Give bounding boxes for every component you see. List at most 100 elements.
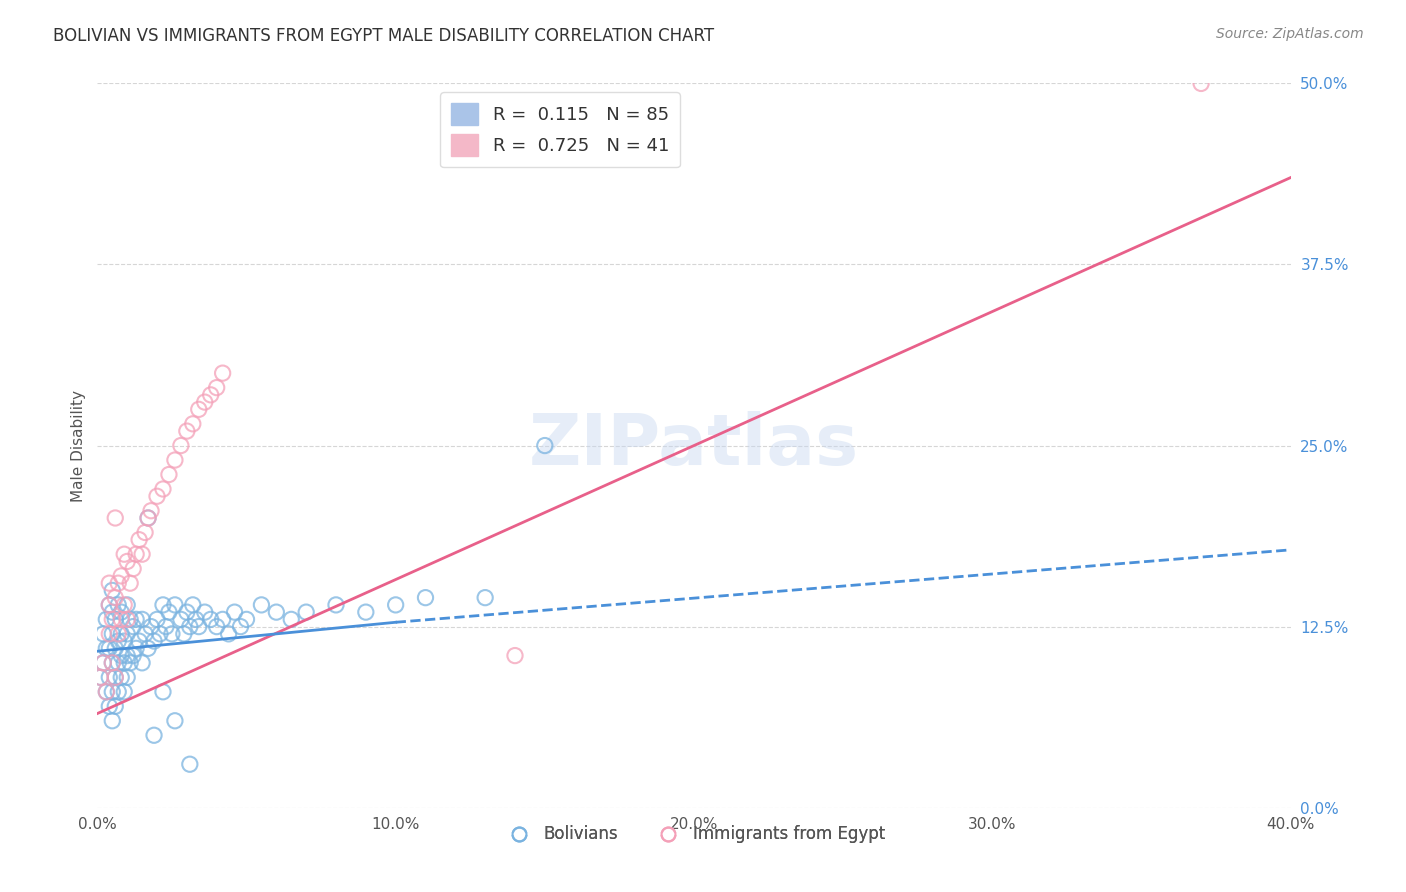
Point: [125, 641, 148, 656]
Point: [415, 591, 437, 605]
Point: [101, 627, 124, 641]
Text: Source: ZipAtlas.com: Source: ZipAtlas.com: [1216, 27, 1364, 41]
Point: [295, 605, 318, 619]
Point: [200, 388, 222, 402]
Point: [89, 670, 111, 684]
Point: [194, 395, 217, 409]
Point: [115, 598, 138, 612]
Point: [120, 576, 142, 591]
Point: [104, 670, 127, 684]
Point: [89, 670, 111, 684]
Point: [101, 714, 124, 728]
Point: [136, 511, 159, 525]
Point: [91, 656, 114, 670]
Point: [211, 612, 233, 626]
Point: [176, 424, 198, 438]
Point: [101, 583, 124, 598]
Point: [122, 619, 145, 633]
Point: [384, 598, 406, 612]
Point: [205, 619, 228, 633]
Point: [187, 402, 209, 417]
Point: [104, 612, 127, 626]
Point: [152, 482, 174, 496]
Point: [115, 648, 138, 663]
Point: [101, 656, 124, 670]
Point: [136, 511, 159, 525]
Point: [110, 605, 132, 619]
Point: [96, 685, 118, 699]
Point: [115, 627, 138, 641]
Point: [122, 648, 145, 663]
Point: [91, 627, 114, 641]
Point: [146, 612, 169, 626]
Point: [96, 612, 118, 626]
Point: [101, 612, 124, 626]
Point: [149, 627, 172, 641]
Point: [179, 757, 201, 772]
Point: [120, 656, 142, 670]
Point: [170, 612, 193, 626]
Point: [163, 714, 186, 728]
Point: [160, 627, 183, 641]
Point: [112, 685, 135, 699]
Point: [143, 728, 166, 742]
Point: [98, 598, 121, 612]
Point: [131, 612, 153, 626]
Point: [107, 627, 129, 641]
Point: [122, 562, 145, 576]
Point: [96, 685, 118, 699]
Point: [134, 627, 156, 641]
Point: [131, 547, 153, 561]
Point: [224, 605, 246, 619]
Point: [184, 612, 207, 626]
Point: [115, 670, 138, 684]
Point: [152, 598, 174, 612]
Point: [503, 648, 526, 663]
Point: [98, 699, 121, 714]
Point: [134, 525, 156, 540]
Point: [101, 605, 124, 619]
Point: [176, 605, 198, 619]
Point: [163, 453, 186, 467]
Point: [179, 619, 201, 633]
Point: [533, 439, 555, 453]
Point: [112, 598, 135, 612]
Legend: Bolivians, Immigrants from Egypt: Bolivians, Immigrants from Egypt: [495, 819, 893, 850]
Y-axis label: Male Disability: Male Disability: [72, 390, 86, 501]
Point: [91, 656, 114, 670]
Point: [170, 439, 193, 453]
Point: [181, 417, 204, 431]
Point: [107, 598, 129, 612]
Point: [101, 656, 124, 670]
Point: [120, 612, 142, 626]
Point: [96, 641, 118, 656]
Point: [211, 366, 233, 380]
Point: [325, 598, 347, 612]
Point: [115, 554, 138, 568]
Point: [110, 569, 132, 583]
Point: [218, 627, 240, 641]
Point: [157, 467, 180, 482]
Point: [112, 634, 135, 648]
Point: [98, 627, 121, 641]
Point: [110, 670, 132, 684]
Point: [98, 598, 121, 612]
Point: [200, 612, 222, 626]
Point: [125, 612, 148, 626]
Point: [250, 598, 273, 612]
Point: [131, 656, 153, 670]
Point: [181, 598, 204, 612]
Point: [173, 627, 195, 641]
Point: [474, 591, 496, 605]
Point: [107, 656, 129, 670]
Point: [128, 634, 150, 648]
Point: [98, 641, 121, 656]
Point: [107, 685, 129, 699]
Point: [98, 670, 121, 684]
Point: [152, 685, 174, 699]
Point: [146, 489, 169, 503]
Point: [125, 547, 148, 561]
Point: [110, 612, 132, 626]
Point: [107, 576, 129, 591]
Point: [112, 547, 135, 561]
